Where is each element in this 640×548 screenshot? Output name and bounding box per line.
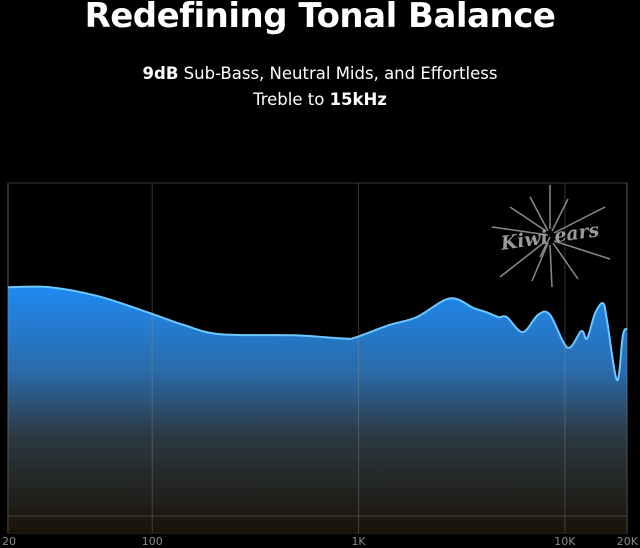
page-title: Redefining Tonal Balance (84, 0, 556, 36)
logo-star-ray (491, 226, 549, 236)
response-curve (7, 285, 628, 382)
logo-star-ray (551, 198, 569, 232)
logo-star-ray (553, 240, 611, 260)
x-tick-label: 1K (351, 535, 366, 548)
kiwi-ears-logo: Kiwi ears (491, 185, 611, 288)
subtitle-line-1: 9dB Sub-Bass, Neutral Mids, and Effortle… (0, 64, 640, 83)
logo-star-ray (499, 240, 547, 278)
logo-star-ray (539, 236, 551, 258)
logo-star-ray (509, 206, 547, 232)
subtitle-line-2: Treble to 15kHz (0, 90, 640, 109)
logo-star-ray (529, 196, 549, 232)
logo-star-ray (553, 206, 606, 234)
logo-star-ray (549, 244, 553, 288)
x-tick-label: 20 (2, 535, 16, 548)
x-tick-label: 20K (617, 535, 639, 548)
x-tick-label: 10K (554, 535, 576, 548)
logo-star-ray (531, 242, 549, 282)
subtitle-text: Treble to (253, 90, 330, 109)
response-area-fill (8, 286, 627, 533)
subtitle-treble-highlight: 15kHz (329, 90, 387, 109)
x-tick-label: 100 (142, 535, 163, 548)
subtitle-bass-highlight: 9dB (142, 64, 179, 83)
subtitle-text: Sub-Bass, Neutral Mids, and Effortless (178, 64, 498, 83)
logo-star-ray (552, 242, 579, 280)
